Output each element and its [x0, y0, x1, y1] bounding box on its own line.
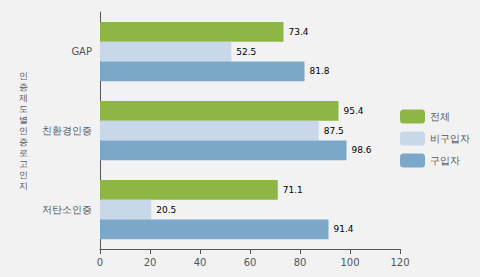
svg-text:81.8: 81.8 — [310, 66, 330, 76]
svg-text:91.4: 91.4 — [334, 224, 354, 234]
svg-text:100: 100 — [340, 257, 359, 268]
svg-text:별: 별 — [19, 115, 28, 125]
svg-text:95.4: 95.4 — [344, 106, 364, 116]
svg-text:고: 고 — [19, 159, 28, 169]
svg-text:제: 제 — [19, 93, 28, 103]
svg-text:71.1: 71.1 — [283, 185, 303, 195]
svg-text:GAP: GAP — [71, 46, 92, 57]
svg-text:친환경인증: 친환경인증 — [42, 125, 92, 136]
svg-text:도: 도 — [19, 104, 28, 114]
svg-text:증: 증 — [19, 137, 28, 147]
svg-text:20.5: 20.5 — [156, 205, 176, 215]
svg-text:60: 60 — [244, 257, 257, 268]
svg-text:증: 증 — [19, 82, 28, 92]
svg-text:73.4: 73.4 — [289, 27, 309, 37]
svg-text:120: 120 — [390, 257, 409, 268]
svg-text:52.5: 52.5 — [236, 47, 256, 57]
svg-text:20: 20 — [144, 257, 157, 268]
svg-text:인: 인 — [19, 71, 28, 81]
svg-text:인: 인 — [19, 126, 28, 136]
svg-text:저탄소인증: 저탄소인증 — [42, 204, 92, 215]
svg-text:지: 지 — [19, 181, 28, 191]
svg-text:0: 0 — [97, 257, 103, 268]
svg-text:비구입자: 비구입자 — [430, 133, 470, 144]
svg-text:80: 80 — [294, 257, 307, 268]
svg-text:40: 40 — [194, 257, 207, 268]
svg-text:구입자: 구입자 — [430, 155, 460, 166]
svg-text:인: 인 — [19, 170, 28, 180]
svg-text:전체: 전체 — [430, 111, 450, 122]
svg-text:87.5: 87.5 — [324, 126, 344, 136]
svg-text:로: 로 — [19, 148, 28, 158]
svg-text:98.6: 98.6 — [352, 145, 372, 155]
